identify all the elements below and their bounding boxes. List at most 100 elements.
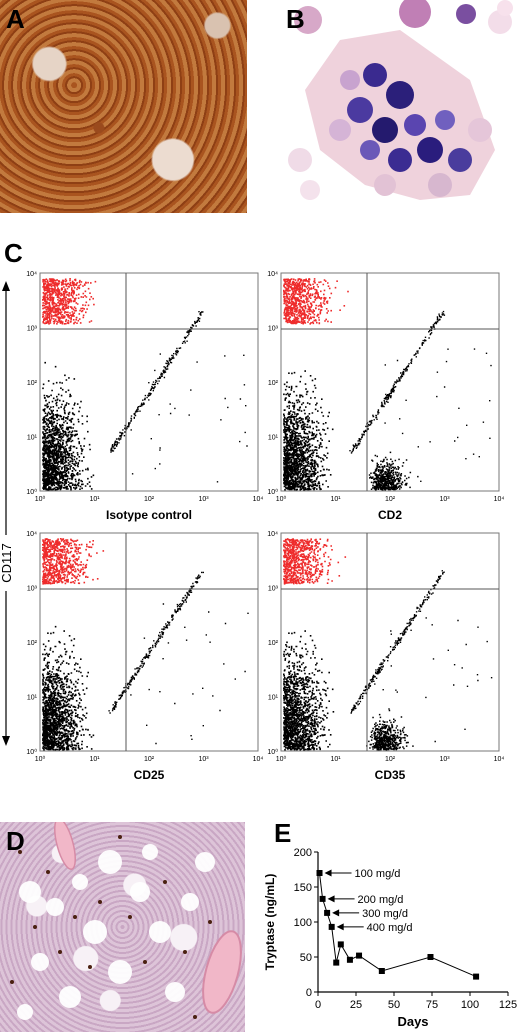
flow-y-tick: 10⁴ — [267, 531, 278, 538]
flow-x-tick: 10³ — [198, 496, 209, 503]
flow-x-tick: 10¹ — [330, 496, 341, 503]
flow-gated-population — [283, 278, 349, 325]
flow-plot-label: CD35 — [375, 768, 406, 782]
dose-arrowhead — [332, 909, 340, 917]
flow-y-tick: 10¹ — [268, 695, 279, 702]
tryptase-point — [316, 870, 323, 876]
flow-y-tick: 10⁰ — [26, 488, 37, 496]
x-tick-label: 25 — [350, 999, 362, 1011]
flow-plot-label: Isotype control — [106, 508, 192, 522]
panel-e-label: E — [274, 818, 292, 848]
y-tick-label: 0 — [306, 987, 312, 999]
flow-event-cloud — [283, 310, 492, 491]
flow-y-tick: 10⁴ — [267, 271, 278, 278]
flow-y-tick: 10² — [27, 640, 38, 647]
x-tick-label: 75 — [426, 999, 438, 1011]
flow-y-tick: 10¹ — [27, 435, 38, 442]
flow-plot: 10⁰ 10¹ 10² 10³ 10⁴ 10⁰ 10¹ 10² 10³ 10⁴ Isotype co… — [26, 271, 263, 522]
flow-event-cloud — [283, 570, 493, 751]
y-tick-label: 200 — [294, 847, 312, 859]
flow-x-tick: 10⁰ — [276, 495, 287, 503]
dose-annotation: 100 mg/d — [355, 868, 401, 880]
flow-y-tick: 10⁴ — [26, 271, 37, 278]
dose-arrowhead — [327, 895, 335, 903]
flow-plot: 10⁰ 10¹ 10² 10³ 10⁴ 10⁰ 10¹ 10² 10³ 10⁴ CD25 — [26, 531, 263, 782]
flow-x-tick: 10³ — [439, 756, 450, 763]
tryptase-point — [333, 959, 340, 966]
panel-b-cells — [288, 0, 513, 200]
flow-event-cloud — [42, 571, 249, 751]
flow-y-tick: 10⁰ — [267, 488, 278, 496]
flow-y-tick: 10¹ — [268, 435, 279, 442]
flow-x-tick: 10³ — [439, 496, 450, 503]
tryptase-point — [356, 952, 363, 959]
flow-x-tick: 10⁰ — [35, 495, 46, 503]
tryptase-point — [324, 909, 331, 916]
flow-x-tick: 10⁰ — [35, 755, 46, 763]
flow-x-tick: 10⁴ — [494, 496, 505, 503]
flow-gated-population — [283, 538, 347, 585]
cd117-axis-title: CD117 — [0, 543, 14, 583]
dose-annotation: 400 mg/d — [367, 922, 413, 934]
x-tick-label: 50 — [388, 999, 400, 1011]
flow-plot: 10⁰ 10¹ 10² 10³ 10⁴ 10⁰ 10¹ 10² 10³ 10⁴ CD2 — [267, 271, 504, 522]
flow-x-tick: 10⁰ — [276, 755, 287, 763]
cd117-axis: CD117 — [0, 281, 14, 746]
flow-y-tick: 10³ — [27, 326, 38, 333]
flow-gated-population — [42, 278, 97, 325]
flow-x-tick: 10² — [385, 756, 396, 763]
dose-annotation: 200 mg/d — [358, 894, 404, 906]
panel-c-label: C — [4, 238, 23, 268]
flow-y-tick: 10² — [27, 380, 38, 387]
flow-x-tick: 10¹ — [89, 756, 100, 763]
flow-y-tick: 10¹ — [27, 695, 38, 702]
flow-y-tick: 10³ — [268, 586, 279, 593]
tryptase-point — [427, 954, 434, 960]
flow-plot-label: CD25 — [134, 768, 165, 782]
tryptase-point — [328, 923, 335, 930]
tryptase-chart: 0 50 100 150 200 0 25 50 75 100 125 Tryptase (ng/mL… — [263, 847, 517, 1029]
panel-d-overlay — [10, 822, 242, 1020]
dose-arrowhead — [324, 869, 332, 877]
flow-plot-frame — [280, 532, 500, 752]
flow-x-tick: 10² — [385, 496, 396, 503]
panel-a-label: A — [6, 4, 25, 34]
x-tick-label: 0 — [315, 999, 321, 1011]
flow-y-tick: 10⁰ — [267, 748, 278, 756]
flow-x-tick: 10² — [144, 496, 155, 503]
flow-x-tick: 10¹ — [330, 756, 341, 763]
flow-x-tick: 10⁴ — [253, 756, 264, 763]
flow-plot: 10⁰ 10¹ 10² 10³ 10⁴ 10⁰ 10¹ 10² 10³ 10⁴ CD35 — [267, 531, 504, 782]
flow-x-tick: 10² — [144, 756, 155, 763]
y-tick-label: 100 — [294, 917, 312, 929]
dose-arrowhead — [336, 923, 344, 931]
flow-y-tick: 10² — [268, 640, 279, 647]
flow-gated-population — [42, 538, 105, 585]
flow-event-cloud — [42, 311, 248, 491]
flow-cytometry-figure: CD117 10⁰ 10¹ 10² 10³ 10⁴10⁰10¹10²10³10⁴Isot… — [0, 271, 504, 782]
tryptase-point — [346, 956, 353, 963]
tryptase-point — [378, 968, 385, 974]
flow-y-tick: 10² — [268, 380, 279, 387]
y-tick-label: 50 — [300, 952, 312, 964]
panel-b-label: B — [286, 4, 305, 34]
flow-y-tick: 10⁴ — [26, 531, 37, 538]
flow-x-tick: 10³ — [198, 756, 209, 763]
tryptase-point — [337, 941, 344, 948]
flow-x-tick: 10¹ — [89, 496, 100, 503]
tryptase-point — [473, 973, 480, 980]
flow-plot-frame — [280, 272, 500, 492]
panel-d-label: D — [6, 826, 25, 856]
flow-y-tick: 10³ — [268, 326, 279, 333]
tryptase-point — [319, 895, 326, 902]
dose-annotation: 300 mg/d — [362, 908, 408, 920]
flow-plot-frame — [39, 532, 259, 752]
panel-a-image — [0, 0, 247, 213]
x-axis-title: Days — [397, 1014, 428, 1029]
y-tick-label: 150 — [294, 882, 312, 894]
y-axis-title: Tryptase (ng/mL) — [263, 874, 277, 971]
panel-b-image — [280, 0, 520, 213]
flow-x-tick: 10⁴ — [494, 756, 505, 763]
x-tick-label: 125 — [499, 999, 517, 1011]
flow-y-tick: 10⁰ — [26, 748, 37, 756]
